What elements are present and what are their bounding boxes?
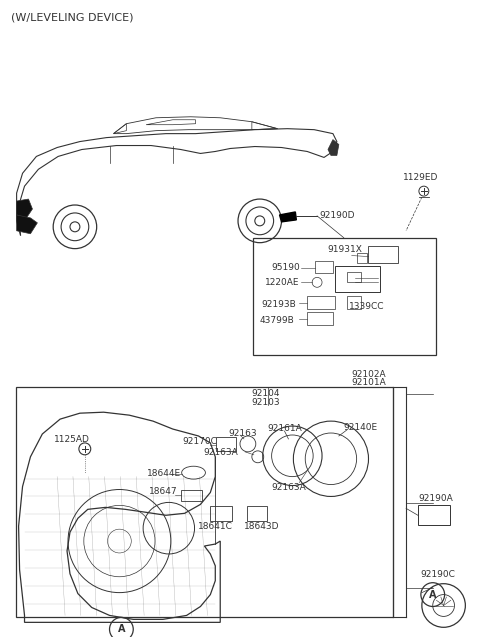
Text: 92193B: 92193B (262, 300, 297, 309)
Text: 18644E: 18644E (147, 468, 181, 477)
Text: 92163: 92163 (228, 429, 257, 438)
Text: 43799B: 43799B (260, 316, 295, 325)
Bar (247, 506, 267, 521)
Text: 18643D: 18643D (244, 522, 279, 531)
Text: 92190C: 92190C (420, 570, 455, 579)
Text: 92101A: 92101A (352, 378, 386, 387)
Bar (253, 237, 436, 355)
Text: A: A (118, 624, 125, 634)
Text: 95190: 95190 (272, 264, 300, 273)
Text: (W/LEVELING DEVICE): (W/LEVELING DEVICE) (11, 13, 133, 22)
Bar (418, 506, 450, 525)
Bar (307, 312, 333, 325)
Polygon shape (328, 140, 339, 156)
Text: 92170C: 92170C (183, 437, 217, 446)
Text: 92103: 92103 (252, 398, 280, 407)
Text: 1129ED: 1129ED (403, 173, 438, 182)
Text: A: A (429, 589, 436, 600)
Bar (307, 296, 335, 309)
Bar (357, 253, 367, 262)
Bar (347, 273, 360, 282)
Text: 91931X: 91931X (327, 244, 362, 253)
Polygon shape (279, 212, 296, 222)
Text: 1220AE: 1220AE (264, 278, 299, 287)
Bar (335, 266, 380, 292)
Polygon shape (17, 215, 37, 234)
Text: 92190D: 92190D (319, 211, 355, 220)
Bar (369, 246, 398, 264)
Text: 1339CC: 1339CC (349, 302, 384, 311)
Bar (180, 490, 203, 501)
Text: 92190A: 92190A (419, 495, 453, 504)
Bar (210, 506, 232, 521)
Text: 18647: 18647 (149, 486, 178, 495)
Text: 18641C: 18641C (197, 522, 232, 531)
Polygon shape (17, 199, 33, 218)
Bar (315, 260, 333, 273)
Bar (16, 387, 393, 618)
Text: 92163A: 92163A (203, 448, 238, 457)
Bar (216, 437, 236, 451)
Text: 1125AD: 1125AD (54, 435, 90, 444)
Text: 92161A: 92161A (268, 424, 302, 433)
Text: 92102A: 92102A (352, 369, 386, 379)
Text: 92104: 92104 (252, 389, 280, 398)
Bar (347, 296, 360, 309)
Text: 92163A: 92163A (272, 483, 306, 492)
Text: 92140E: 92140E (344, 423, 378, 432)
